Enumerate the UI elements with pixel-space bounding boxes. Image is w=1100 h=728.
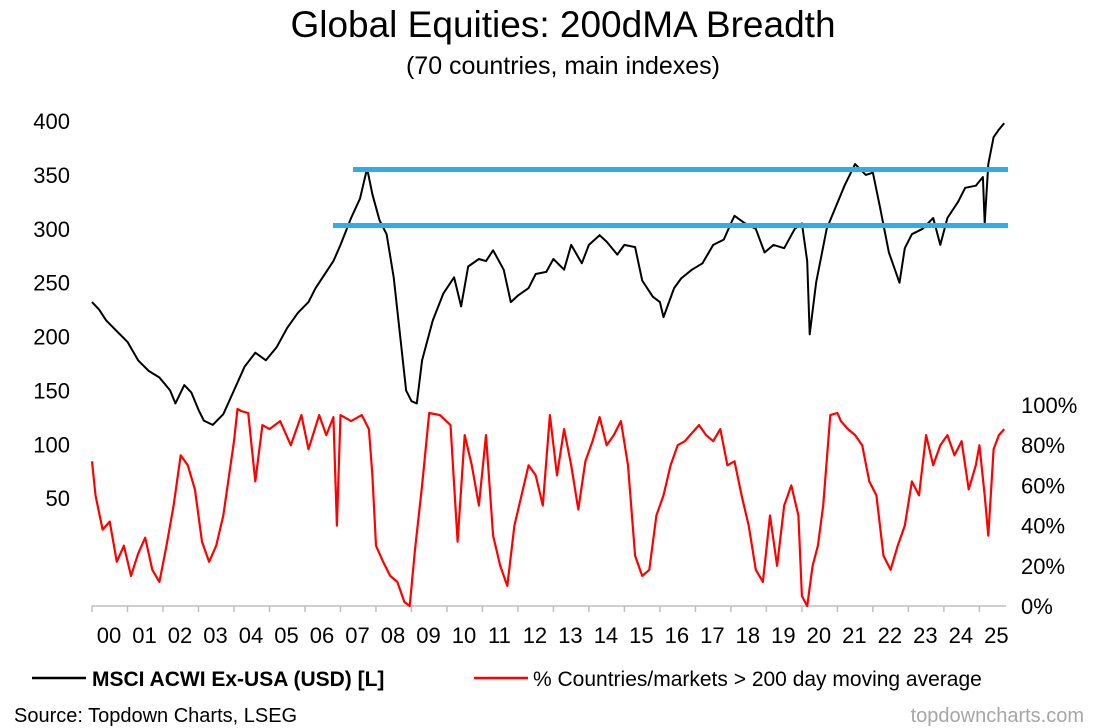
x-tick-label: 13 [558, 623, 582, 648]
watermark: topdowncharts.com [911, 705, 1084, 727]
x-tick-label: 05 [274, 623, 298, 648]
x-tick-label: 23 [913, 623, 937, 648]
reference-lines [333, 167, 1008, 229]
x-tick-label: 06 [310, 623, 334, 648]
x-tick-label: 21 [842, 623, 866, 648]
x-tick-label: 08 [381, 623, 405, 648]
chart-title: Global Equities: 200dMA Breadth [290, 4, 835, 45]
x-tick-label: 07 [345, 623, 369, 648]
x-tick-label: 09 [416, 623, 440, 648]
x-tick-label: 25 [984, 623, 1008, 648]
right-tick-label: 0% [1021, 594, 1053, 619]
x-tick-label: 22 [878, 623, 902, 648]
legend-label-msci: MSCI ACWI Ex-USA (USD) [L] [92, 668, 384, 691]
x-tick-label: 10 [452, 623, 476, 648]
x-tick-label: 14 [594, 623, 618, 648]
source-note: Source: Topdown Charts, LSEG [14, 705, 297, 727]
x-tick-label: 01 [132, 623, 156, 648]
x-tick-label: 19 [771, 623, 795, 648]
x-tick-label: 16 [665, 623, 689, 648]
x-tick-label: 24 [949, 623, 973, 648]
x-tick-label: 03 [203, 623, 227, 648]
left-tick-label: 100 [33, 432, 70, 457]
left-tick-label: 350 [33, 163, 70, 188]
left-axis: 400 350 300 250 200 150 100 50 [33, 109, 70, 511]
x-axis: 00 01 02 03 04 05 06 07 08 09 10 11 12 13 14 15 16 17 18 19… [91, 606, 1009, 648]
left-tick-label: 200 [33, 325, 70, 350]
left-tick-label: 250 [33, 271, 70, 296]
x-tick-label: 17 [700, 623, 724, 648]
x-tick-label: 00 [97, 623, 121, 648]
left-tick-label: 300 [33, 217, 70, 242]
x-tick-label: 12 [523, 623, 547, 648]
x-tick-label: 04 [239, 623, 263, 648]
right-tick-label: 60% [1021, 473, 1065, 498]
right-tick-label: 40% [1021, 514, 1065, 539]
series-line-msci [91, 122, 1005, 426]
left-tick-label: 400 [33, 109, 70, 134]
x-tick-label: 18 [736, 623, 760, 648]
chart-subtitle: (70 countries, main indexes) [406, 52, 720, 80]
left-tick-label: 150 [33, 378, 70, 403]
series-line-breadth [90, 407, 1006, 608]
right-tick-label: 100% [1021, 393, 1077, 418]
left-tick-label: 50 [46, 486, 70, 511]
x-tick-label: 15 [629, 623, 653, 648]
x-tick-label: 02 [168, 623, 192, 648]
legend-label-breadth: % Countries/markets > 200 day moving ave… [533, 668, 982, 691]
x-tick-label: 11 [488, 623, 511, 648]
right-tick-label: 20% [1021, 554, 1065, 579]
series-layer [90, 122, 1006, 608]
right-axis: 100% 80% 60% 40% 20% 0% [1021, 393, 1077, 619]
x-tick-label: 20 [807, 623, 831, 648]
right-tick-label: 80% [1021, 433, 1065, 458]
